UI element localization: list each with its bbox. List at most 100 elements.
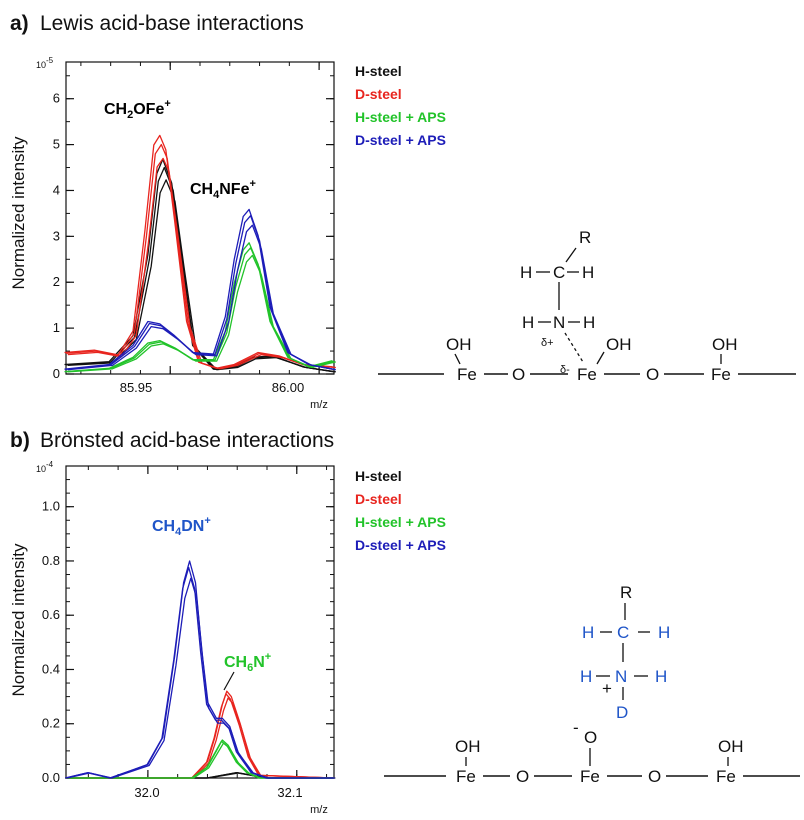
chart-a-xtick: 85.95 — [120, 380, 153, 395]
y-tick-label: 0.4 — [42, 661, 60, 676]
chart-a-series — [64, 134, 336, 373]
scheme-a-fe2: Fe — [577, 365, 597, 384]
bond-line — [454, 353, 461, 365]
series-line-d-steel — [64, 134, 333, 369]
scheme-a-n: N — [553, 313, 565, 332]
y-tick-label: 5 — [53, 137, 60, 152]
scheme-b-h3: H — [580, 667, 592, 686]
coordination-bond — [564, 332, 584, 363]
series-line-d-steel — [65, 693, 334, 779]
scheme-b-minus: - — [573, 718, 579, 737]
scheme-b-n: N — [615, 667, 627, 686]
bond-line — [565, 247, 577, 263]
chart-a-annotation-ch4nfe: CH4NFe+ — [190, 178, 256, 201]
scheme-a-delta-plus: δ+ — [541, 337, 554, 349]
chart-b-exponent: 10-4 — [36, 460, 54, 474]
series-line-h-steel — [67, 179, 336, 373]
y-tick-label: 2 — [53, 274, 60, 289]
chart-a-exponent: 10-5 — [36, 56, 54, 70]
y-tick-label: 0.6 — [42, 607, 60, 622]
scheme-a-h1: H — [520, 263, 532, 282]
bond-line — [596, 351, 605, 365]
chart-b-plot-area — [65, 465, 335, 779]
scheme-a-oh3: OH — [712, 335, 738, 354]
scheme-a-fe1: Fe — [457, 365, 477, 384]
legend-entry-h-steel-aps: H-steel + APS — [355, 514, 446, 530]
chart-a-xlabel: m/z — [310, 399, 328, 411]
chart-a-ticks: 0 1 2 3 4 5 6 — [53, 62, 334, 381]
y-tick-label: 1 — [53, 320, 60, 335]
chart-b-annotation-ch4dn: CH4DN+ — [152, 515, 211, 538]
y-tick-label: 1.0 — [42, 499, 60, 514]
chart-b-legend: H-steel D-steel H-steel + APS D-steel + … — [355, 468, 446, 553]
chart-b-xtick: 32.1 — [277, 785, 302, 800]
y-tick-label: 4 — [53, 182, 60, 197]
scheme-b-r: R — [620, 583, 632, 602]
scheme-b-plus: + — [602, 679, 612, 698]
series-line-d-steel — [67, 157, 336, 370]
scheme-a-h2: H — [582, 263, 594, 282]
scheme-a: Fe O Fe O Fe OH OH OH R H C H H — [378, 228, 796, 384]
scheme-b-c: C — [617, 623, 629, 642]
series-line-d-steel-aps — [64, 208, 333, 370]
legend-entry-d-steel: D-steel — [355, 86, 402, 102]
y-tick-label: 0.0 — [42, 770, 60, 785]
legend-entry-d-steel-aps: D-steel + APS — [355, 132, 446, 148]
legend-entry-d-steel-aps: D-steel + APS — [355, 537, 446, 553]
scheme-b-h2: H — [658, 623, 670, 642]
scheme-a-fe3: Fe — [711, 365, 731, 384]
chart-b-ylabel: Normalized intensity — [9, 543, 28, 697]
scheme-b-o2: O — [648, 767, 661, 786]
scheme-b-o-minus: O — [584, 728, 597, 747]
series-line-d-steel-aps — [67, 577, 336, 779]
scheme-a-h3: H — [522, 313, 534, 332]
chart-a-xtick: 86.00 — [272, 380, 305, 395]
series-line-h-steel-aps — [67, 254, 336, 373]
scheme-b-h1: H — [582, 623, 594, 642]
scheme-a-c: C — [553, 263, 565, 282]
scheme-b-oh2: OH — [718, 737, 744, 756]
chart-b-series — [64, 560, 336, 779]
scheme-b-fe3: Fe — [716, 767, 736, 786]
scheme-a-o2: O — [646, 365, 659, 384]
y-tick-label: 0.2 — [42, 716, 60, 731]
chart-a-plot-area — [65, 61, 335, 375]
legend-entry-h-steel-aps: H-steel + APS — [355, 109, 446, 125]
scheme-b-d: D — [616, 703, 628, 722]
legend-entry-d-steel: D-steel — [355, 491, 402, 507]
chart-b-xlabel: m/z — [310, 804, 328, 816]
chart-b-ticks: 0.0 0.2 0.4 0.6 0.8 1.0 — [42, 465, 334, 785]
annotation-leader-line — [223, 671, 235, 691]
chart-a-legend: H-steel D-steel H-steel + APS D-steel + … — [355, 63, 446, 148]
scheme-a-h4: H — [583, 313, 595, 332]
panel-b-letter: b) — [10, 429, 30, 452]
panel-a-letter: a) — [10, 12, 29, 35]
y-tick-label: 6 — [53, 91, 60, 106]
scheme-a-delta-minus: δ- — [560, 364, 570, 376]
y-tick-label: 0.8 — [42, 553, 60, 568]
y-tick-label: 0 — [53, 366, 60, 381]
legend-entry-h-steel: H-steel — [355, 468, 402, 484]
scheme-b: Fe O Fe O Fe OH OH - O R H C H H — [384, 583, 800, 786]
legend-entry-h-steel: H-steel — [355, 63, 402, 79]
panel-b: b) Brönsted acid-base interactions Norma… — [9, 429, 800, 816]
scheme-b-o1: O — [516, 767, 529, 786]
scheme-a-oh1: OH — [446, 335, 472, 354]
scheme-b-fe1: Fe — [456, 767, 476, 786]
series-line-d-steel — [67, 697, 336, 779]
scheme-a-oh2: OH — [606, 335, 632, 354]
series-line-h-steel-aps — [65, 740, 334, 779]
scheme-b-fe2: Fe — [580, 767, 600, 786]
chart-a-ylabel: Normalized intensity — [9, 136, 28, 290]
panel-a: a) Lewis acid-base interactions Normaliz… — [9, 12, 796, 411]
y-tick-label: 3 — [53, 228, 60, 243]
series-line-d-steel-aps — [67, 224, 336, 371]
chart-b-annotation-ch6n: CH6N+ — [224, 651, 271, 674]
scheme-a-o1: O — [512, 365, 525, 384]
panel-a-title: Lewis acid-base interactions — [40, 12, 304, 35]
scheme-b-h4: H — [655, 667, 667, 686]
scheme-b-oh1: OH — [455, 737, 481, 756]
panel-b-title: Brönsted acid-base interactions — [40, 429, 334, 452]
series-line-d-steel-aps — [64, 566, 334, 779]
